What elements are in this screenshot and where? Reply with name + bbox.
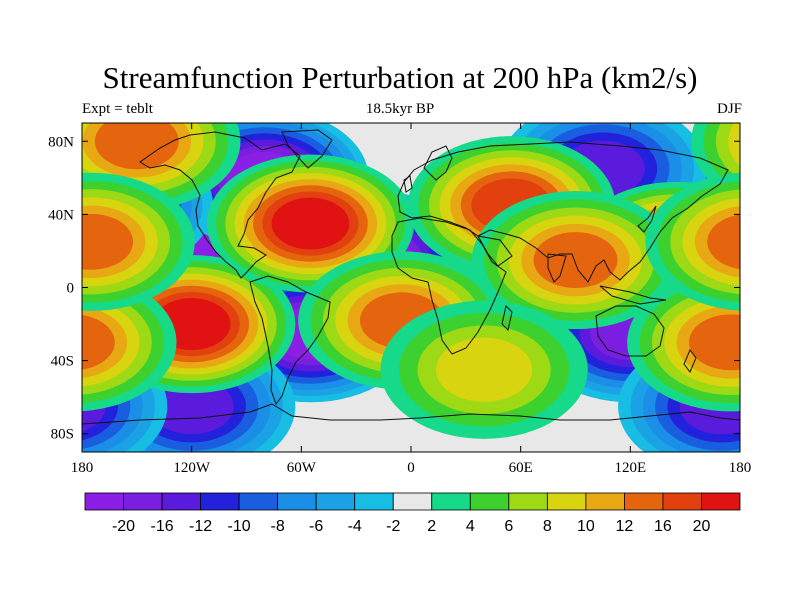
lon-label: 0 [407, 460, 415, 476]
lat-label: 80N [48, 134, 74, 150]
field-center-20 [380, 300, 588, 439]
contour-band [688, 314, 740, 371]
colorbar-label: 8 [543, 518, 552, 535]
contour-band [82, 180, 94, 231]
longitude-labels: 180 120W 60W 0 60E 120E 180 [71, 460, 752, 476]
coastline-eurasia [397, 141, 729, 283]
lon-label: 120W [173, 460, 211, 476]
contour-band [94, 123, 179, 170]
colorbar-label: 10 [577, 518, 595, 535]
colorbar-label: 6 [504, 518, 513, 535]
field-center-18 [82, 273, 740, 412]
lon-label: 180 [71, 460, 94, 476]
coastline-south-america [249, 275, 331, 406]
contour-band [728, 123, 740, 167]
contour-band [82, 315, 115, 370]
colorbar-swatch [624, 492, 664, 511]
colorbar-swatch [508, 492, 548, 511]
contour-band [435, 337, 533, 402]
coastline-new-zealand [683, 349, 697, 373]
lon-label: 120E [614, 460, 646, 476]
experiment-label: Expt = teblt [82, 101, 153, 117]
coastline-north-america [139, 131, 301, 279]
colorbar-label: -6 [309, 518, 323, 535]
streamfunction-field [82, 123, 740, 452]
coastlines [82, 129, 740, 425]
coastline-africa [391, 217, 507, 355]
contour-band [271, 197, 350, 250]
coastline-scandinavia [423, 145, 453, 181]
coastline-australia [595, 305, 665, 357]
colorbar-label: -20 [112, 518, 135, 535]
coastline-antarctica [82, 403, 740, 425]
colorbar-swatch [277, 492, 317, 511]
colorbar-label: -8 [271, 518, 285, 535]
colorbar-label: 4 [466, 518, 475, 535]
field-center-16 [298, 251, 506, 390]
colorbar-swatch [200, 492, 240, 511]
colorbar-swatch [469, 492, 510, 511]
contour-band [82, 194, 85, 217]
coastline-japan [637, 205, 657, 233]
season-label: DJF [716, 101, 742, 117]
colorbar-swatch [392, 492, 433, 511]
lat-label: 80S [51, 427, 74, 443]
colorbar-swatch [354, 492, 394, 511]
coastline-greenland [281, 129, 333, 169]
coastline-india [547, 253, 567, 283]
lon-label: 60W [287, 460, 317, 476]
axis-ticks [81, 123, 741, 452]
colorbar-label: 16 [654, 518, 672, 535]
contour-band [82, 223, 94, 279]
coastline-arabia [477, 235, 513, 267]
colorbar-swatch [315, 492, 356, 511]
colorbar-swatch [238, 492, 279, 511]
field-center-14 [206, 154, 415, 293]
colorbar-label: -10 [228, 518, 251, 535]
lat-label: 40N [48, 207, 74, 223]
coastline-indonesia [599, 285, 667, 305]
colorbar-swatch [546, 492, 587, 511]
colorbar-swatch [662, 492, 702, 511]
contour-band [82, 213, 134, 270]
colorbar-label: 2 [427, 518, 436, 535]
colorbar-swatch [431, 492, 471, 511]
colorbar-swatch [585, 492, 625, 511]
plot-area [81, 122, 741, 453]
lon-label: 180 [729, 460, 752, 476]
contour-band [707, 214, 740, 270]
latitude-labels: 80N 40N 0 40S 80S [48, 134, 74, 442]
colorbar-swatch [701, 492, 741, 511]
lat-label: 0 [67, 281, 75, 297]
colorbar-label: -16 [150, 518, 173, 535]
colorbar-label: -2 [386, 518, 400, 535]
lon-label: 60E [509, 460, 533, 476]
page-title: Streamfunction Perturbation at 200 hPa (… [102, 60, 698, 95]
colorbar-swatch [123, 492, 163, 511]
colorbar-label: 20 [693, 518, 711, 535]
coastline-madagascar [501, 305, 513, 331]
lat-label: 40S [51, 354, 74, 370]
colorbar: -20 -16 -12 -10 -8 -6 -4 -2 2 4 6 8 10 12 16 20 [84, 492, 741, 535]
contour-band [533, 232, 618, 289]
period-label: 18.5kyr BP [365, 101, 435, 117]
colorbar-label: -4 [348, 518, 362, 535]
colorbar-swatch [161, 492, 201, 511]
colorbar-label: 12 [616, 518, 634, 535]
colorbar-swatch [84, 492, 124, 511]
coastline-british-isles [403, 175, 413, 193]
contour-band [149, 378, 234, 435]
field-center-19 [82, 172, 740, 311]
colorbar-label: -12 [189, 518, 212, 535]
